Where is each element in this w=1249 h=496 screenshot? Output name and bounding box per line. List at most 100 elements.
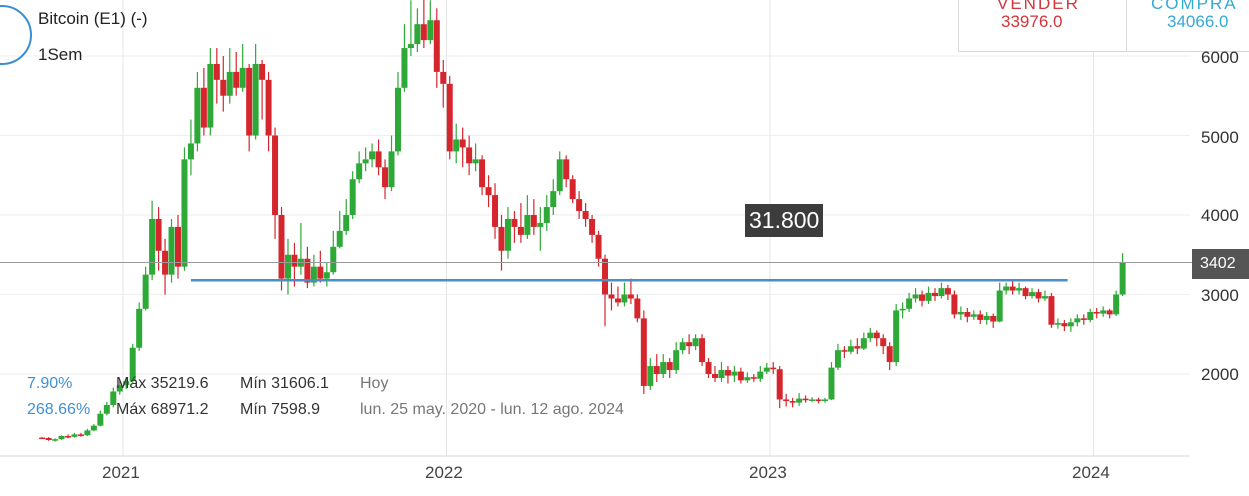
candle-body: [168, 226, 175, 275]
candle-body: [1080, 318, 1087, 320]
change-range-pct: 268.66%: [27, 401, 91, 418]
candle-body: [705, 362, 712, 374]
candle-body: [272, 135, 279, 215]
candle-body: [142, 274, 149, 309]
y-tick-label: 5000: [1201, 128, 1239, 147]
candle-body: [1022, 288, 1029, 297]
candle-body: [893, 310, 900, 363]
candle-body: [252, 63, 259, 136]
x-tick-label: 2021: [102, 463, 140, 482]
candle-body: [692, 338, 699, 347]
buy-price[interactable]: 34066.0: [1167, 12, 1229, 31]
candle-body: [880, 338, 887, 347]
candle-body: [666, 362, 673, 371]
candle-body: [873, 332, 880, 339]
candle-body: [239, 67, 246, 88]
candle-body: [925, 292, 932, 301]
y-tick-label: 4000: [1201, 206, 1239, 225]
candles: [39, 0, 1126, 442]
candle-body: [1074, 318, 1081, 323]
candle-body: [388, 151, 395, 188]
candle-body: [116, 385, 123, 392]
candle-body: [1113, 294, 1120, 315]
candle-body: [1087, 311, 1094, 320]
candle-body: [1093, 311, 1100, 314]
candle-body: [1003, 286, 1010, 291]
candle-body: [187, 143, 194, 160]
candle-body: [65, 436, 72, 438]
candle-body: [906, 298, 913, 309]
candle-body: [394, 87, 401, 152]
candle-body: [957, 311, 964, 315]
candle-body: [776, 369, 783, 400]
candle-body: [841, 350, 848, 352]
instrument-title: Bitcoin (E1) (-): [38, 9, 148, 28]
candle-body: [563, 159, 570, 180]
candle-body: [673, 350, 680, 371]
candle-body: [453, 139, 460, 152]
candle-body: [123, 381, 130, 386]
candle-body: [550, 191, 557, 208]
candle-body: [407, 44, 414, 49]
period-range: lun. 25 may. 2020 - lun. 12 ago. 2024: [360, 401, 624, 418]
candle-body: [149, 218, 156, 275]
candle-body: [304, 258, 311, 283]
candle-body: [524, 215, 531, 235]
candle-body: [938, 288, 945, 297]
candle-body: [446, 83, 453, 152]
candle-body: [1067, 322, 1074, 327]
sell-label[interactable]: VENDER: [997, 0, 1080, 13]
sell-price[interactable]: 33976.0: [1001, 12, 1063, 31]
timeframe-label[interactable]: 1Sem: [38, 45, 83, 64]
candle-body: [744, 377, 751, 381]
candle-body: [802, 398, 809, 401]
min-today: Mín 31606.1: [240, 375, 329, 392]
candle-body: [731, 371, 738, 376]
candle-body: [323, 272, 330, 279]
candle-body: [589, 218, 596, 235]
candle-body: [433, 20, 440, 72]
candle-body: [990, 315, 997, 322]
candle-body: [983, 315, 990, 320]
candle-body: [737, 371, 744, 381]
candle-body: [951, 294, 958, 315]
candle-body: [815, 399, 822, 402]
candle-body: [789, 401, 796, 403]
candle-body: [200, 87, 207, 128]
candle-body: [504, 218, 511, 251]
candle-body: [569, 179, 576, 200]
candle-body: [246, 67, 253, 136]
candle-body: [724, 370, 731, 376]
candle-body: [899, 308, 906, 311]
candle-body: [847, 346, 854, 352]
candle-body: [330, 246, 337, 273]
candle-body: [750, 377, 757, 379]
candle-body: [194, 87, 201, 144]
candle-body: [614, 298, 621, 303]
candle-body: [517, 226, 524, 235]
candle-body: [582, 211, 589, 219]
candle-body: [1054, 323, 1061, 325]
candle-body: [213, 63, 220, 80]
buy-label[interactable]: COMPRA: [1151, 0, 1238, 13]
candle-body: [627, 294, 634, 299]
candle-body: [291, 254, 298, 267]
candle-body: [977, 314, 984, 320]
candle-body: [1106, 310, 1113, 315]
candle-body: [834, 350, 841, 368]
quote-panel: VENDER 33976.0 COMPRA 34066.0: [958, 0, 1249, 52]
candle-body: [770, 367, 777, 370]
candle-body: [39, 437, 46, 440]
candle-body: [970, 314, 977, 317]
candle-body: [174, 226, 181, 267]
candle-body: [867, 332, 874, 339]
candle-body: [259, 63, 266, 80]
x-tick-label: 2022: [425, 463, 463, 482]
candle-body: [653, 366, 660, 374]
chart-grid: [0, 0, 1190, 456]
candle-body: [420, 24, 427, 41]
candle-body: [349, 179, 356, 215]
candle-body: [459, 139, 466, 148]
candle-body: [317, 266, 324, 279]
